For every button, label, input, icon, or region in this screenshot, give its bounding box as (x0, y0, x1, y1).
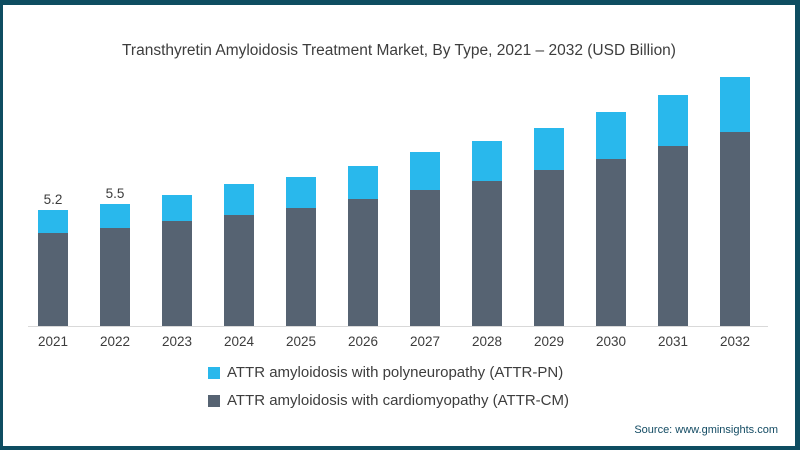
source-attribution: Source: www.gminsights.com (634, 424, 778, 436)
bar-segment-attr-pn (472, 141, 502, 182)
x-tick-label-2030: 2030 (595, 334, 627, 349)
x-tick-label-2021: 2021 (37, 334, 69, 349)
bar-segment-attr-cm (224, 214, 254, 326)
legend-swatch (208, 366, 220, 379)
bar-segment-attr-pn (38, 210, 68, 233)
bar-segment-attr-cm (162, 221, 192, 326)
x-tick-label-2027: 2027 (409, 334, 441, 349)
bar-2024 (224, 183, 254, 326)
bar-segment-attr-cm (472, 181, 502, 326)
legend-item: ATTR amyloidosis with polyneuropathy (AT… (208, 364, 569, 381)
legend-item: ATTR amyloidosis with cardiomyopathy (AT… (208, 392, 569, 409)
bar-2030 (596, 112, 626, 326)
bar-segment-attr-pn (286, 176, 316, 209)
bar-segment-attr-cm (720, 132, 750, 326)
bar-segment-attr-pn (596, 112, 626, 160)
bar-segment-attr-pn (720, 76, 750, 133)
bar-segment-attr-pn (162, 194, 192, 222)
bar-2029 (534, 127, 564, 326)
bar-segment-attr-cm (286, 208, 316, 326)
bar-2032 (720, 76, 750, 326)
bar-2027 (410, 152, 440, 326)
bar-value-label: 5.2 (43, 192, 63, 208)
plot-area: 5.2 2021 5.5 2022 2023 2024 2025 2026 2027 2028 20… (3, 5, 795, 446)
bar-2025 (286, 176, 316, 326)
legend-label: ATTR amyloidosis with polyneuropathy (AT… (227, 364, 564, 381)
legend-swatch (208, 394, 220, 407)
bar-value-label: 5.5 (105, 185, 125, 201)
bar-2026 (348, 165, 378, 326)
bar-segment-attr-pn (410, 152, 440, 191)
bar-2031 (658, 94, 688, 326)
bar-2028 (472, 141, 502, 326)
x-tick-label-2031: 2031 (657, 334, 689, 349)
bar-2023 (162, 194, 192, 326)
bar-segment-attr-cm (596, 159, 626, 326)
x-tick-label-2026: 2026 (347, 334, 379, 349)
x-tick-label-2032: 2032 (719, 334, 751, 349)
bar-segment-attr-pn (658, 94, 688, 146)
x-tick-label-2024: 2024 (223, 334, 255, 349)
bar-segment-attr-cm (348, 199, 378, 326)
legend-label: ATTR amyloidosis with cardiomyopathy (AT… (227, 392, 570, 409)
bar-segment-attr-pn (100, 203, 130, 229)
bar-segment-attr-cm (100, 228, 130, 326)
bar-segment-attr-pn (348, 165, 378, 200)
bar-2021: 5.2 (38, 192, 68, 326)
bar-2022: 5.5 (100, 186, 130, 326)
x-tick-label-2028: 2028 (471, 334, 503, 349)
bar-segment-attr-pn (534, 127, 564, 171)
bar-segment-attr-cm (534, 170, 564, 326)
bar-segment-attr-cm (38, 232, 68, 326)
bar-segment-attr-cm (658, 145, 688, 326)
x-tick-label-2023: 2023 (161, 334, 193, 349)
chart-title: Transthyretin Amyloidosis Treatment Mark… (122, 42, 676, 59)
bar-segment-attr-pn (224, 183, 254, 215)
x-tick-label-2025: 2025 (285, 334, 317, 349)
x-tick-label-2022: 2022 (99, 334, 131, 349)
legend: ATTR amyloidosis with polyneuropathy (AT… (208, 364, 569, 409)
bar-segment-attr-cm (410, 190, 440, 326)
x-axis-line (28, 326, 768, 327)
x-tick-label-2029: 2029 (533, 334, 565, 349)
